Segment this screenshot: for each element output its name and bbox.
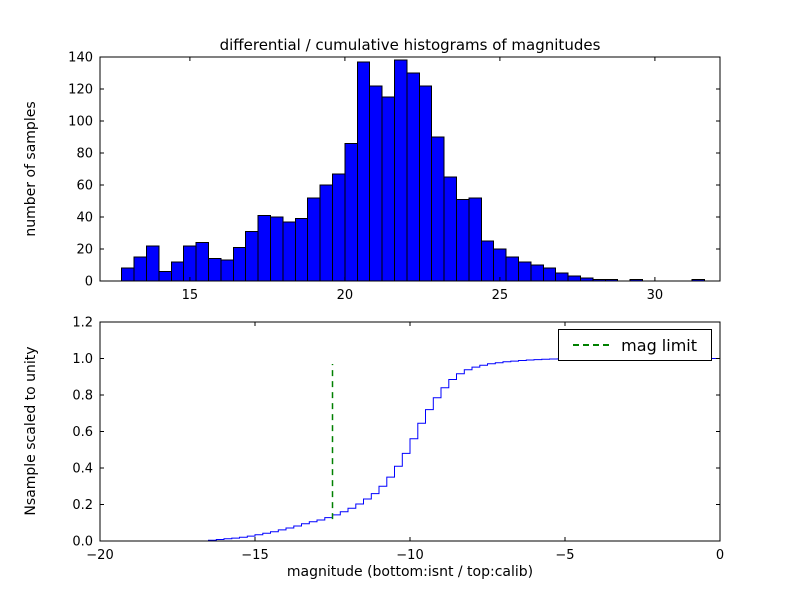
histogram-bar (121, 267, 135, 282)
axes: 15 20 25 30 0 20 40 60 80 100 120 140 (68, 51, 721, 303)
legend-label: mag limit (621, 335, 697, 355)
x-tick-label: 30 (647, 288, 664, 303)
top-y-axis-label: number of samples (23, 101, 39, 237)
histogram-bar (257, 214, 272, 282)
y-tick-label: 20 (76, 243, 93, 258)
legend-dashed-line-icon (573, 344, 610, 346)
y-tick-label: 60 (76, 179, 93, 194)
legend: mag limit (558, 329, 712, 361)
bottom-x-axis-label: magnitude (bottom:isnt / top:calib) (286, 564, 534, 580)
bottom-y-axis-label: Nsample scaled to unity (23, 346, 39, 516)
x-tick-label: −20 (86, 548, 113, 563)
histogram-bar (431, 136, 445, 282)
histogram-bar (294, 218, 309, 282)
histogram-bar (394, 59, 408, 282)
histogram-bar (170, 261, 185, 282)
y-tick-label: 0.6 (72, 425, 93, 440)
y-tick-label: 1.2 (72, 316, 93, 331)
x-tick-label: 25 (492, 288, 509, 303)
axes: −20 −15 −10 −5 0 0.0 0.2 0.4 0.6 0.8 1.0 1.2 (72, 316, 724, 563)
y-tick-label: 1.0 (72, 352, 93, 367)
histogram-bar (443, 176, 458, 282)
y-tick-label: 100 (68, 115, 93, 130)
histogram-bar (542, 267, 557, 282)
histogram-bar (493, 248, 507, 282)
histogram-bars (121, 59, 705, 282)
histogram-bar (208, 258, 222, 282)
histogram-bar (344, 142, 358, 282)
axes-frame (99, 56, 721, 282)
histogram-bar (245, 230, 259, 282)
x-tick-label: −5 (555, 548, 574, 563)
histogram-bar (183, 245, 197, 282)
histogram-bar (418, 85, 433, 282)
histogram-bar (518, 261, 532, 282)
y-tick-label: 0 (85, 275, 93, 290)
histogram-bar (270, 216, 284, 282)
histogram-bar (567, 275, 581, 282)
histogram-bar (468, 197, 482, 282)
histogram-bar (530, 264, 544, 282)
histogram-bar (195, 242, 210, 282)
y-tick-label: 0.2 (72, 498, 93, 513)
histogram-bar (332, 173, 346, 282)
histogram-bar (319, 184, 334, 282)
histogram-bar (232, 246, 247, 282)
histogram-bar (406, 72, 420, 282)
chart-title: differential / cumulative histograms of … (219, 36, 601, 54)
y-tick-label: 120 (68, 83, 93, 98)
y-tick-label: 80 (76, 147, 93, 162)
x-tick-label: 0 (716, 548, 724, 563)
histogram-bar (133, 256, 148, 282)
histogram-bar (381, 96, 396, 282)
y-tick-label: 140 (68, 51, 93, 66)
histogram-bar (146, 245, 160, 282)
x-tick-label: 15 (182, 288, 199, 303)
histogram-bar (456, 198, 470, 282)
histogram-bar (282, 221, 296, 282)
x-tick-label: 20 (337, 288, 354, 303)
histogram-bar (158, 270, 172, 282)
histogram-bar (555, 272, 569, 282)
histogram-bar (369, 85, 383, 282)
y-tick-label: 0.8 (72, 389, 93, 404)
x-tick-label: −15 (241, 548, 268, 563)
x-tick-label: −10 (396, 548, 423, 563)
histogram-bar (220, 259, 234, 282)
cumulative-step-curve (208, 358, 720, 541)
histogram-bar (307, 197, 321, 282)
histogram-bar (480, 240, 495, 282)
histogram-bar (505, 256, 520, 282)
y-tick-label: 0.4 (72, 462, 93, 477)
y-tick-label: 0.0 (72, 535, 93, 550)
y-tick-label: 40 (76, 211, 93, 226)
histogram-bar (356, 61, 371, 282)
